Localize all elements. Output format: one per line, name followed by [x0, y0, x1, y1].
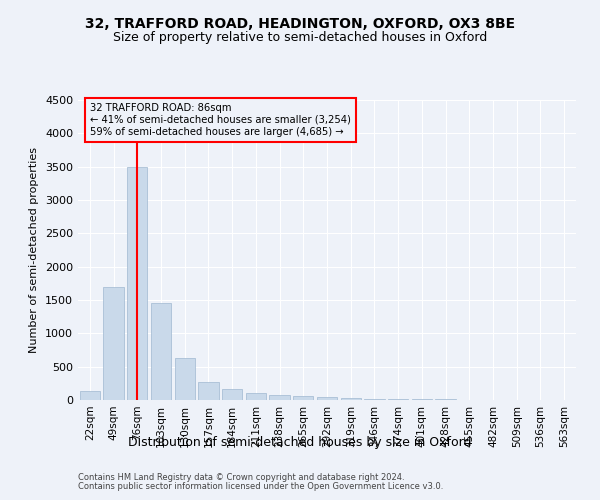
Bar: [151, 304, 171, 400]
Bar: [269, 395, 290, 400]
Bar: [222, 390, 242, 400]
Bar: [246, 394, 266, 400]
Bar: [341, 398, 361, 400]
Text: 32 TRAFFORD ROAD: 86sqm
← 41% of semi-detached houses are smaller (3,254)
59% of: 32 TRAFFORD ROAD: 86sqm ← 41% of semi-de…: [91, 104, 351, 136]
Text: Distribution of semi-detached houses by size in Oxford: Distribution of semi-detached houses by …: [128, 436, 472, 449]
Bar: [388, 399, 408, 400]
Text: Size of property relative to semi-detached houses in Oxford: Size of property relative to semi-detach…: [113, 31, 487, 44]
Bar: [175, 358, 195, 400]
Bar: [80, 392, 100, 400]
Bar: [364, 398, 385, 400]
Text: Contains HM Land Registry data © Crown copyright and database right 2024.: Contains HM Land Registry data © Crown c…: [78, 472, 404, 482]
Text: Contains public sector information licensed under the Open Government Licence v3: Contains public sector information licen…: [78, 482, 443, 491]
Text: 32, TRAFFORD ROAD, HEADINGTON, OXFORD, OX3 8BE: 32, TRAFFORD ROAD, HEADINGTON, OXFORD, O…: [85, 18, 515, 32]
Bar: [293, 396, 313, 400]
Bar: [199, 382, 218, 400]
Bar: [317, 398, 337, 400]
Bar: [127, 166, 148, 400]
Y-axis label: Number of semi-detached properties: Number of semi-detached properties: [29, 147, 40, 353]
Bar: [103, 286, 124, 400]
